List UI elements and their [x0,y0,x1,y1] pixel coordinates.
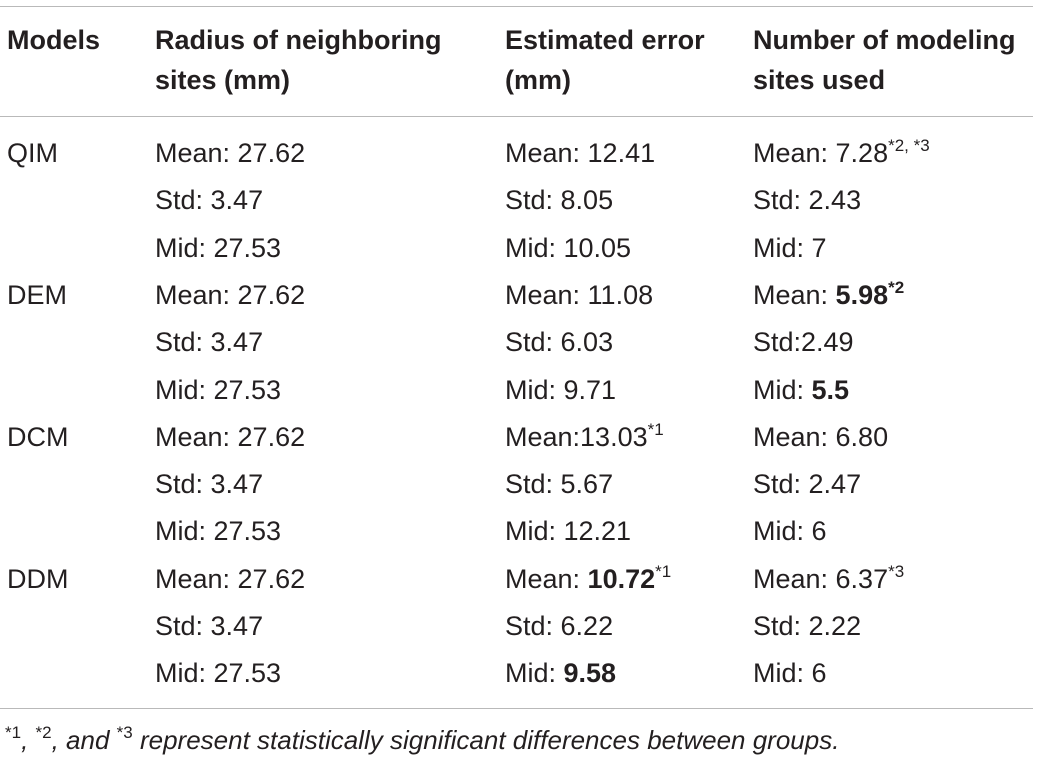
sites-text: Std: 2.43 [753,185,862,216]
sites-text: Mid: [753,374,812,405]
sites-cell: Std:2.49 [753,324,854,360]
radius-cell: Mid: 27.53 [155,232,282,263]
sites-text: Mean: 6.37 [753,563,889,594]
model-name: QIM [7,138,58,168]
error-cell: Std: 6.22 [505,608,613,644]
radius-cell: Mid: 27.53 [155,658,282,689]
sites-text: Std: 2.47 [753,469,862,500]
header-radius-line-1: Radius of neighboring [155,25,442,55]
sites-cell: Mean: 5.98*2 [753,277,904,313]
radius-cell: Mid: 27.53 [155,516,282,547]
error-text: Mid: [505,658,564,689]
sites-text: Mid: 7 [753,232,827,263]
footnote-mark: *1 [5,723,22,742]
error-cell: Mean: 12.41 [505,135,655,171]
sites-text: Mid: 6 [753,658,827,689]
error-cell: Mid: 9.58 [505,655,616,691]
sites-cell: Std: 2.22 [753,608,861,644]
error-cell: Std: 5.67 [505,466,613,502]
header-radius-line-2: sites (mm) [155,65,291,95]
error-text: Mean: 12.41 [505,138,656,168]
radius-cell: Mid: 27.53 [155,374,282,405]
error-text: Mean: 11.08 [505,279,654,310]
error-cell: Mid: 12.21 [505,513,631,549]
table-header-rule [0,116,1033,117]
radius-cell: Mean: 27.62 [155,421,306,452]
error-bold-value: 9.58 [563,658,617,689]
sites-significance-mark: *2 [888,277,905,297]
sites-cell: Mean: 6.37*3 [753,561,904,597]
error-text: Mid: 9.71 [505,374,617,405]
error-bold-value: 10.72 [587,563,656,594]
error-cell: Std: 6.03 [505,324,613,360]
error-cell: Mid: 9.71 [505,372,616,408]
header-error-line-1: Estimated error [505,25,705,55]
sites-text: Std: 2.22 [753,611,862,641]
sites-text: Mean: [753,279,836,310]
radius-cell: Std: 3.47 [155,611,264,641]
sites-cell: Mid: 6 [753,513,827,549]
footnote-text: , [21,725,36,755]
error-significance-mark: *1 [655,561,672,581]
error-text: Std: 6.22 [505,611,614,641]
error-cell: Mean:13.03*1 [505,419,664,455]
footnote-mark: *3 [116,723,133,742]
radius-cell: Mean: 27.62 [155,138,306,168]
sites-cell: Mid: 7 [753,230,827,266]
radius-cell: Mean: 27.62 [155,563,306,594]
sites-cell: Std: 2.43 [753,182,861,218]
sites-bold-value: 5.5 [811,374,850,405]
header-sites-line-1: Number of modeling [753,25,1016,55]
model-name: DCM [7,421,69,452]
table-bottom-rule [0,708,1033,709]
table-footnote: *1, *2, and *3 represent statistically s… [5,722,839,758]
radius-cell: Std: 3.47 [155,469,264,500]
sites-cell: Mid: 6 [753,655,827,691]
footnote-mark: *2 [35,723,52,742]
radius-cell: Std: 3.47 [155,327,264,358]
error-cell: Std: 8.05 [505,182,613,218]
sites-cell: Mean: 6.80 [753,419,888,455]
table-top-rule [0,6,1033,7]
radius-cell: Mean: 27.62 [155,279,306,310]
sites-significance-mark: *2, *3 [888,136,930,155]
radius-cell: Std: 3.47 [155,185,264,216]
sites-significance-mark: *3 [888,561,905,581]
model-name: DDM [7,563,69,594]
model-name: DEM [7,279,67,310]
error-text: Std: 6.03 [505,327,614,358]
header-models-line-1: Models [7,25,101,55]
sites-text: Mid: 6 [753,516,827,547]
sites-text: Std:2.49 [753,327,854,358]
sites-cell: Mid: 5.5 [753,372,849,408]
error-cell: Mean: 11.08 [505,277,653,313]
sites-bold-value: 5.98 [835,279,889,310]
sites-text: Mean: 7.28 [753,138,889,168]
sites-cell: Mean: 7.28*2, *3 [753,135,930,171]
sites-cell: Std: 2.47 [753,466,861,502]
error-cell: Mean: 10.72*1 [505,561,671,597]
sites-text: Mean: 6.80 [753,421,889,452]
error-text: Mean:13.03 [505,421,648,452]
error-significance-mark: *1 [647,419,664,439]
header-error-line-2: (mm) [505,65,571,95]
header-sites-line-2: sites used [753,65,886,95]
error-text: Std: 5.67 [505,469,614,500]
error-cell: Mid: 10.05 [505,230,631,266]
error-text: Std: 8.05 [505,185,614,216]
footnote-text: represent statistically significant diff… [132,725,840,755]
footnote-text: , and [51,725,117,755]
error-text: Mid: 10.05 [505,232,632,263]
error-text: Mid: 12.21 [505,516,632,547]
error-text: Mean: [505,563,588,594]
